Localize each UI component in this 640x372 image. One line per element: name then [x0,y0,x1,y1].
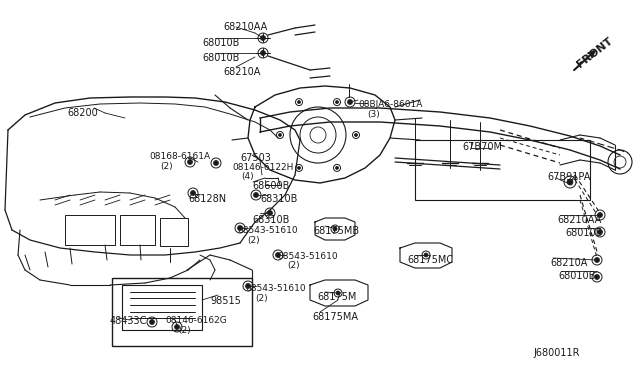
Text: 68010B: 68010B [202,53,239,63]
Text: 08146-6122H: 08146-6122H [232,163,293,172]
Bar [122,285,202,330]
Circle shape [348,99,353,105]
Text: 68128N: 68128N [188,194,226,204]
Text: 08168-6161A: 08168-6161A [149,152,210,161]
Text: 98515: 98515 [210,296,241,306]
Bar [120,215,155,245]
Circle shape [237,225,243,231]
Bar [415,140,590,200]
Circle shape [336,291,340,295]
Text: 68010B: 68010B [558,271,595,281]
Text: 68010B: 68010B [565,228,602,238]
Text: 08146-6162G: 08146-6162G [165,316,227,325]
Circle shape [333,227,337,231]
Circle shape [595,257,600,263]
Circle shape [175,324,179,330]
Bar [65,215,115,245]
Text: (2): (2) [247,236,260,245]
Circle shape [188,160,193,164]
Text: 68175MC: 68175MC [407,255,453,265]
Bar [160,218,188,246]
Circle shape [298,100,301,103]
Text: 68175M: 68175M [317,292,356,302]
Circle shape [598,212,602,218]
Circle shape [595,275,600,279]
Text: 08543-51610: 08543-51610 [277,252,338,261]
Text: 68210AA: 68210AA [223,22,268,32]
Circle shape [355,134,358,137]
Text: 68310B: 68310B [260,194,298,204]
Text: 08543-51610: 08543-51610 [245,284,306,293]
Bar [112,278,252,346]
Text: 68210AA: 68210AA [557,215,601,225]
Circle shape [298,166,301,169]
Circle shape [567,179,573,185]
Text: 68210A: 68210A [550,258,588,268]
Text: 68010B: 68010B [202,38,239,48]
Text: 68210A: 68210A [223,67,260,77]
Text: 67B91PA: 67B91PA [547,172,590,182]
Text: 68600B: 68600B [252,181,289,191]
Text: FRONT: FRONT [575,36,614,70]
Circle shape [253,192,259,198]
Text: (2): (2) [287,261,300,270]
Text: 08543-51610: 08543-51610 [237,226,298,235]
Text: (2): (2) [178,326,191,335]
Text: (3): (3) [367,110,380,119]
Circle shape [424,253,428,257]
Circle shape [335,166,339,169]
Text: J680011R: J680011R [534,348,580,358]
Text: 68200: 68200 [67,108,98,118]
Circle shape [246,283,250,289]
Circle shape [191,190,195,196]
Text: 67503: 67503 [240,153,271,163]
Circle shape [275,253,280,257]
Circle shape [214,160,218,166]
Text: 68175MA: 68175MA [312,312,358,322]
Text: 67B70M: 67B70M [462,142,502,152]
Text: 48433C: 48433C [110,316,147,326]
Circle shape [278,134,282,137]
Circle shape [598,230,602,234]
Text: 08BJA6-8601A: 08BJA6-8601A [358,100,422,109]
Text: (2): (2) [255,294,268,303]
Circle shape [335,100,339,103]
Text: (4): (4) [241,172,253,181]
Circle shape [260,35,266,41]
Circle shape [150,320,154,324]
Circle shape [268,211,273,215]
Text: (2): (2) [160,162,173,171]
Text: 68310B: 68310B [252,215,289,225]
Text: 68175MB: 68175MB [313,226,359,236]
Circle shape [260,51,266,55]
